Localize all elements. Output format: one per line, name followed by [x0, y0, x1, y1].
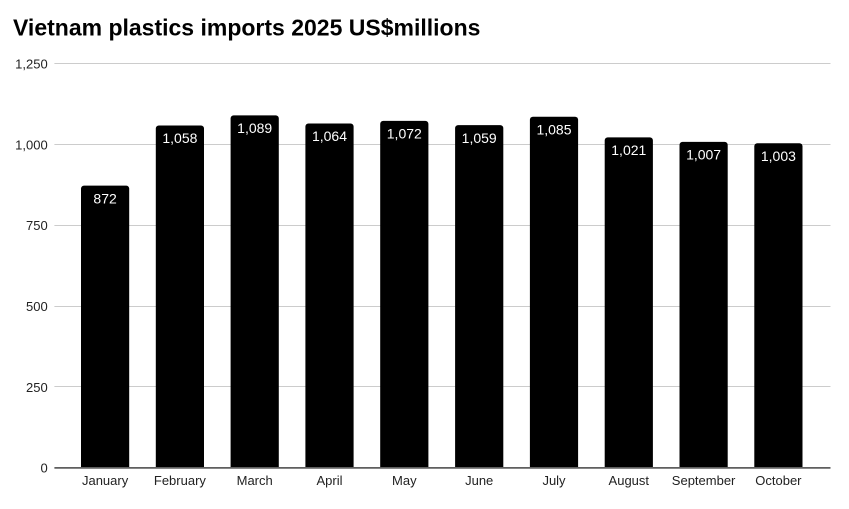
- svg-text:1,059: 1,059: [462, 130, 497, 146]
- svg-text:August: August: [609, 473, 650, 488]
- svg-text:1,007: 1,007: [686, 147, 721, 163]
- svg-text:1,085: 1,085: [536, 121, 571, 137]
- svg-text:February: February: [154, 473, 207, 488]
- svg-text:1,058: 1,058: [162, 130, 197, 146]
- svg-text:March: March: [237, 473, 273, 488]
- svg-text:250: 250: [26, 380, 48, 395]
- svg-text:1,064: 1,064: [312, 128, 347, 144]
- svg-text:1,089: 1,089: [237, 120, 272, 136]
- svg-text:500: 500: [26, 299, 48, 314]
- svg-text:1,021: 1,021: [611, 142, 646, 158]
- svg-text:May: May: [392, 473, 417, 488]
- svg-text:0: 0: [40, 461, 47, 476]
- svg-text:September: September: [672, 473, 736, 488]
- svg-text:October: October: [755, 473, 802, 488]
- svg-text:1,003: 1,003: [761, 148, 796, 164]
- svg-text:April: April: [316, 473, 342, 488]
- svg-text:July: July: [542, 473, 566, 488]
- svg-text:1,000: 1,000: [15, 137, 48, 152]
- svg-text:1,250: 1,250: [15, 56, 48, 71]
- svg-text:872: 872: [93, 190, 117, 206]
- svg-text:Vietnam plastics imports 2025: Vietnam plastics imports 2025 US$million…: [13, 14, 480, 40]
- svg-text:750: 750: [26, 218, 48, 233]
- svg-text:1,072: 1,072: [387, 126, 422, 142]
- svg-text:June: June: [465, 473, 493, 488]
- svg-text:January: January: [82, 473, 129, 488]
